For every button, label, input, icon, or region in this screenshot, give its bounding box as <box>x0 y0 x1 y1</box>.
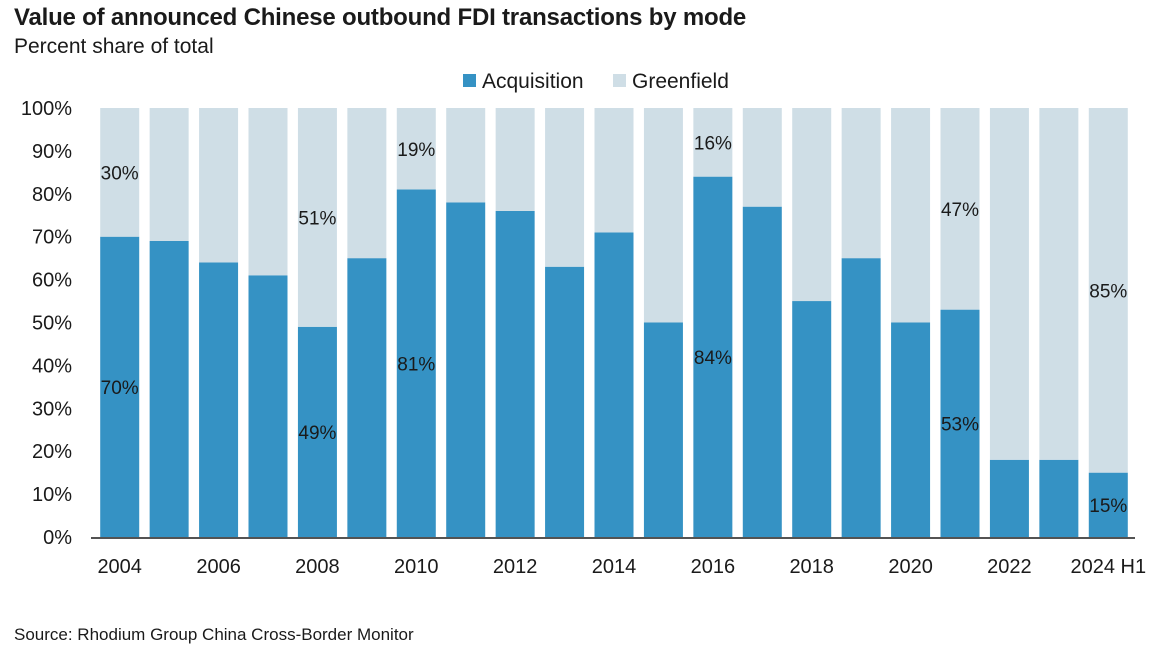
chart-subtitle: Percent share of total <box>14 35 214 58</box>
data-label: 47% <box>941 200 979 221</box>
data-label: 51% <box>298 208 336 229</box>
bar-acquisition-2008 <box>297 326 337 537</box>
bar-greenfield-2008 <box>297 108 337 327</box>
x-tick-label: 2022 <box>987 556 1032 578</box>
bar-greenfield-2015 <box>643 108 683 323</box>
bar-acquisition-2021 <box>940 309 980 537</box>
legend: Acquisition Greenfield <box>463 70 729 93</box>
bar-greenfield-2017 <box>742 108 782 207</box>
x-tick-label: 2010 <box>394 556 439 578</box>
y-tick-label: 0% <box>43 527 72 549</box>
bar-greenfield-2011 <box>446 108 486 203</box>
bar-greenfield-2022 <box>989 108 1029 460</box>
bar-acquisition-2009 <box>347 258 387 537</box>
bar-greenfield-2018 <box>792 108 832 302</box>
data-label: 30% <box>101 163 139 184</box>
data-label: 19% <box>397 140 435 161</box>
x-tick-label: 2004 <box>97 556 142 578</box>
legend-label-acquisition: Acquisition <box>482 70 584 93</box>
bar-acquisition-2016 <box>693 176 733 537</box>
y-tick-label: 20% <box>32 441 72 463</box>
bar-acquisition-2006 <box>199 262 239 537</box>
x-tick-label: 2014 <box>592 556 637 578</box>
bar-greenfield-2004 <box>100 108 140 237</box>
data-label: 81% <box>397 354 435 375</box>
x-tick-label: 2012 <box>493 556 538 578</box>
bar-greenfield-2010 <box>396 108 436 190</box>
bar-greenfield-2012 <box>495 108 535 211</box>
bar-greenfield-2013 <box>545 108 585 267</box>
legend-label-greenfield: Greenfield <box>632 70 729 93</box>
y-tick-label: 70% <box>32 227 72 249</box>
x-tick-label: 2016 <box>691 556 736 578</box>
bar-greenfield-2021 <box>940 108 980 310</box>
y-tick-label: 10% <box>32 484 72 506</box>
bar-greenfield-2019 <box>841 108 881 259</box>
bar-acquisition-2007 <box>248 275 288 537</box>
y-tick-label: 100% <box>21 98 72 120</box>
legend-swatch-acquisition <box>463 74 476 87</box>
legend-swatch-greenfield <box>613 74 626 87</box>
bar-acquisition-2011 <box>446 202 486 537</box>
bar-acquisition-2019 <box>841 258 881 537</box>
data-label: 15% <box>1089 496 1127 517</box>
data-label: 70% <box>101 378 139 399</box>
bars-group <box>100 108 1128 538</box>
y-tick-label: 60% <box>32 270 72 292</box>
data-label: 85% <box>1089 281 1127 302</box>
data-label: 16% <box>694 133 732 154</box>
x-tick-label: 2020 <box>888 556 933 578</box>
y-tick-label: 30% <box>32 398 72 420</box>
data-label: 84% <box>694 348 732 369</box>
data-label: 53% <box>941 414 979 435</box>
bar-acquisition-2004 <box>100 236 140 537</box>
source-note: Source: Rhodium Group China Cross-Border… <box>14 625 414 644</box>
bar-acquisition-2022 <box>989 459 1029 537</box>
bar-acquisition-2010 <box>396 189 436 537</box>
bar-greenfield-2006 <box>199 108 239 263</box>
bar-greenfield-2020 <box>891 108 931 323</box>
data-labels: 30% 70% 51% 49% 19% 81% 16% 84% 47% 53% 85% 15% <box>101 133 1128 517</box>
y-axis: 0% 10% 20% 30% 40% 50% 60% 70% 80% 90% 100% <box>21 98 72 549</box>
chart-title: Value of announced Chinese outbound FDI … <box>14 4 747 31</box>
bar-acquisition-2023 <box>1039 459 1079 537</box>
bar-acquisition-2014 <box>594 232 634 537</box>
bar-greenfield-2005 <box>149 108 189 241</box>
x-tick-label: 2024 H1 <box>1070 556 1146 578</box>
bar-acquisition-2017 <box>742 206 782 538</box>
bar-acquisition-2024-h1 <box>1088 472 1128 537</box>
chart-plot: 0%10%20%30%40%50%60%70%80%90%100% 2004 20… <box>21 70 1146 578</box>
bar-acquisition-2012 <box>495 210 535 537</box>
bar-greenfield-2007 <box>248 108 288 276</box>
bar-acquisition-2020 <box>891 322 931 537</box>
x-tick-label: 2008 <box>295 556 340 578</box>
x-tick-label: 2006 <box>196 556 241 578</box>
x-axis: 2004 2006 2008 2010 2012 2014 2016 2018 2020 2022… <box>91 537 1146 578</box>
bar-greenfield-2016 <box>693 108 733 177</box>
y-tick-label: 80% <box>32 184 72 206</box>
data-label: 49% <box>298 423 336 444</box>
bar-acquisition-2018 <box>792 301 832 537</box>
bar-greenfield-2023 <box>1039 108 1079 460</box>
y-tick-label: 40% <box>32 355 72 377</box>
x-tick-label: 2018 <box>789 556 834 578</box>
bar-greenfield-2009 <box>347 108 387 259</box>
bar-acquisition-2005 <box>149 240 189 538</box>
y-tick-label: 90% <box>32 141 72 163</box>
bar-greenfield-2024-h1 <box>1088 108 1128 473</box>
bar-greenfield-2014 <box>594 108 634 233</box>
y-tick-label: 50% <box>32 313 72 335</box>
bar-acquisition-2015 <box>643 322 683 537</box>
bar-acquisition-2013 <box>545 266 585 537</box>
